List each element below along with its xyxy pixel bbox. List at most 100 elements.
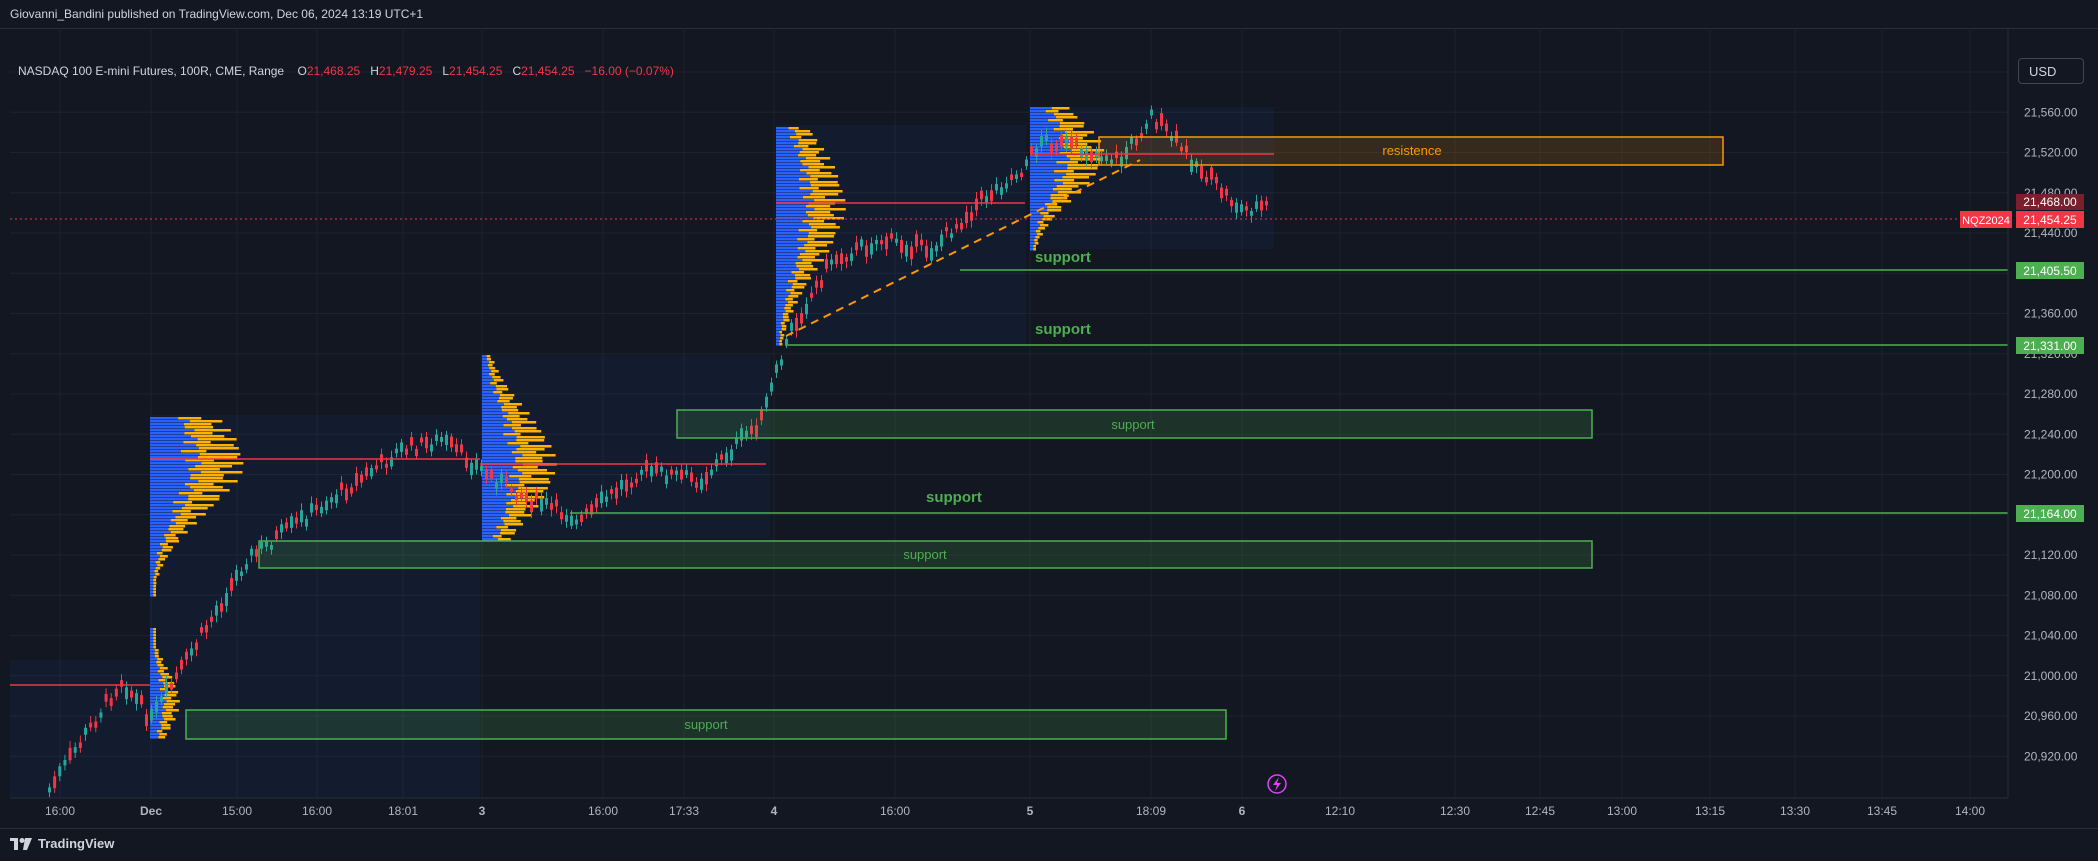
- candle-body: [1045, 134, 1048, 141]
- profile-bar-sell: [805, 157, 831, 160]
- profile-bar-buy: [150, 721, 160, 724]
- profile-bar-sell: [197, 438, 237, 441]
- profile-bar-sell: [518, 487, 548, 490]
- profile-bar-buy: [150, 664, 158, 667]
- price-chart[interactable]: support support support resistence suppo…: [0, 28, 2098, 828]
- profile-bar-buy: [150, 724, 162, 727]
- candle-body: [1230, 199, 1233, 207]
- candle-body: [950, 233, 953, 238]
- profile-bar-buy: [776, 253, 800, 256]
- candle-body: [99, 712, 103, 718]
- profile-bar-buy: [482, 499, 512, 502]
- profile-bar-buy: [776, 163, 803, 166]
- candle-body: [205, 625, 208, 633]
- symbol-tag-text: NQZ2024: [1962, 215, 2010, 227]
- profile-bar-buy: [150, 658, 158, 661]
- profile-bar-sell: [798, 142, 817, 145]
- candle-body: [109, 698, 113, 707]
- profile-bar-sell: [804, 244, 828, 247]
- profile-bar-sell: [161, 697, 172, 700]
- currency-selector[interactable]: USD: [2018, 58, 2084, 84]
- profile-bar-buy: [150, 453, 200, 456]
- profile-bar-buy: [482, 412, 509, 415]
- candle-body: [910, 246, 913, 260]
- profile-bar-sell: [780, 334, 785, 337]
- candle-body: [960, 222, 963, 230]
- profile-bar-buy: [776, 343, 780, 346]
- candle-body: [415, 448, 418, 457]
- profile-bar-buy: [776, 211, 806, 214]
- candle-body: [1130, 137, 1133, 144]
- profile-bar-sell: [780, 337, 784, 340]
- profile-bar-sell: [193, 489, 230, 492]
- profile-bar-buy: [482, 445, 521, 448]
- time-tick-label: 16:00: [880, 804, 910, 818]
- profile-bar-sell: [175, 522, 197, 525]
- candle-body: [455, 444, 458, 453]
- profile-bar-buy: [150, 483, 185, 486]
- candle-body: [310, 503, 313, 513]
- profile-bar-sell: [183, 441, 211, 444]
- profile-bar-buy: [776, 127, 789, 130]
- price-tick-label: 21,560.00: [2024, 105, 2078, 119]
- profile-bar-sell: [154, 655, 159, 658]
- profile-bar-buy: [1030, 122, 1060, 125]
- profile-bar-sell: [814, 208, 846, 211]
- profile-bar-sell: [809, 181, 838, 184]
- profile-bar-sell: [1063, 146, 1092, 149]
- profile-bar-sell: [178, 492, 203, 495]
- profile-bar-sell: [779, 343, 783, 346]
- candle-body: [63, 760, 67, 766]
- profile-bar-sell: [1053, 113, 1074, 116]
- candle-body: [150, 708, 153, 721]
- profile-bar-sell: [153, 643, 156, 646]
- support-zone-upper: [676, 409, 1593, 439]
- candle-body: [1250, 210, 1253, 216]
- profile-bar-sell: [780, 322, 785, 325]
- profile-bar-sell: [198, 480, 238, 483]
- profile-bar-sell: [155, 567, 161, 570]
- profile-bar-buy: [776, 322, 781, 325]
- profile-bar-buy: [150, 543, 160, 546]
- chart-area[interactable]: support support support resistence suppo…: [0, 28, 2098, 828]
- profile-bar-buy: [150, 474, 191, 477]
- profile-bar-buy: [150, 691, 166, 694]
- candle-body: [690, 472, 693, 482]
- tradingview-logo[interactable]: TradingView: [10, 836, 114, 851]
- profile-bar-sell: [189, 420, 223, 423]
- profile-bar-sell: [163, 703, 176, 706]
- profile-bar-sell: [503, 520, 521, 523]
- lightning-icon[interactable]: [1267, 774, 1287, 794]
- candle-body: [805, 303, 808, 315]
- profile-bar-buy: [776, 337, 781, 340]
- candle-body: [225, 593, 228, 606]
- profile-bar-sell: [785, 298, 793, 301]
- price-tick-label: 21,440.00: [2024, 226, 2078, 240]
- profile-bar-sell: [499, 394, 515, 397]
- profile-bar-buy: [776, 190, 813, 193]
- time-tick-label: 17:33: [669, 804, 699, 818]
- profile-bar-sell: [1037, 221, 1044, 224]
- profile-bar-sell: [180, 450, 207, 453]
- profile-bar-sell: [183, 423, 212, 426]
- candlesticks: [48, 105, 1268, 798]
- profile-bar-sell: [1035, 236, 1040, 239]
- profile-bar-buy: [776, 256, 798, 259]
- profile-bar-sell: [802, 163, 824, 166]
- profile-bar-buy: [150, 558, 159, 561]
- profile-bar-sell: [486, 358, 492, 361]
- profile-bar-sell: [509, 514, 532, 517]
- candle-body: [565, 515, 568, 522]
- profile-bar-buy: [482, 454, 523, 457]
- profile-bar-sell: [188, 498, 220, 501]
- profile-bar-buy: [482, 451, 512, 454]
- candle-body: [470, 462, 473, 476]
- profile-bar-sell: [497, 400, 510, 403]
- profile-bar-buy: [150, 501, 174, 504]
- candle-body: [650, 466, 653, 477]
- profile-bar-buy: [482, 361, 489, 364]
- profile-bar-sell: [199, 453, 241, 456]
- profile-bar-buy: [776, 166, 809, 169]
- profile-bar-buy: [1030, 143, 1062, 146]
- candle-body: [615, 487, 618, 499]
